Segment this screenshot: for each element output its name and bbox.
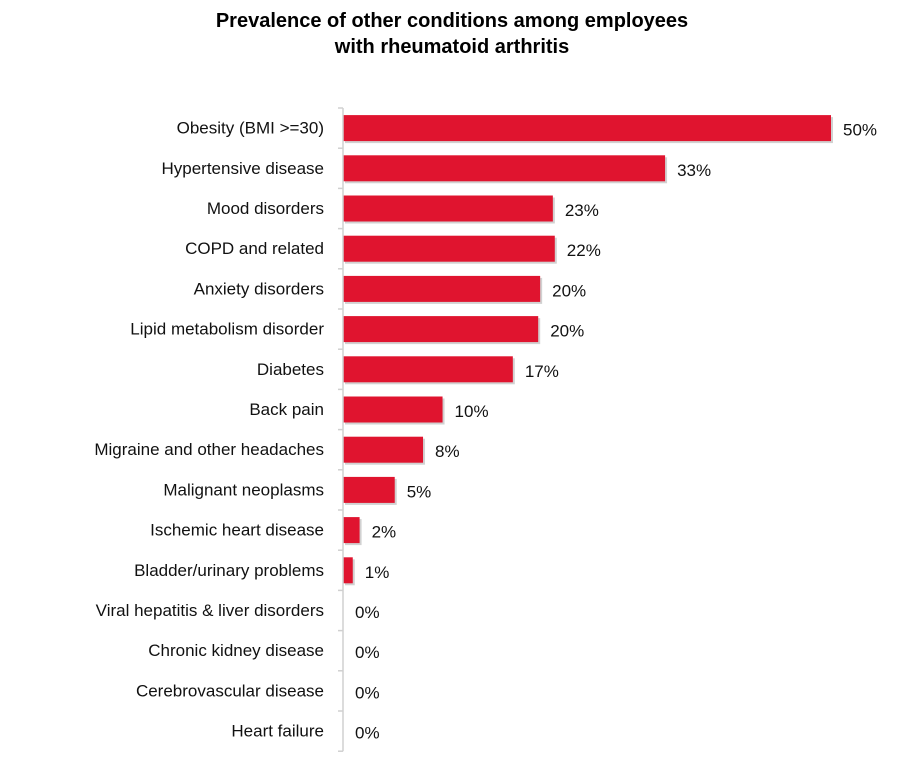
value-label-cerebrovascular-disease: 0%: [355, 683, 380, 702]
category-label-ischemic-heart-disease: Ischemic heart disease: [150, 521, 324, 540]
category-label-viral-hepatitis-liver-disorders: Viral hepatitis & liver disorders: [96, 601, 324, 620]
category-label-cerebrovascular-disease: Cerebrovascular disease: [136, 681, 324, 700]
category-label-anxiety-disorders: Anxiety disorders: [194, 279, 324, 298]
bar-obesity-bmi-30: [343, 115, 831, 142]
value-label-chronic-kidney-disease: 0%: [355, 643, 380, 662]
bar-copd-and-related: [343, 235, 555, 262]
category-label-hypertensive-disease: Hypertensive disease: [161, 159, 324, 178]
value-label-diabetes: 17%: [525, 362, 559, 381]
category-label-mood-disorders: Mood disorders: [207, 199, 324, 218]
chart-title-line-1: Prevalence of other conditions among emp…: [215, 10, 689, 32]
bar-bladder-urinary-problems: [343, 557, 353, 584]
bar-mood-disorders: [343, 195, 553, 222]
bar-migraine-and-other-headaches: [343, 436, 424, 463]
bar-malignant-neoplasms: [343, 476, 395, 503]
value-label-migraine-and-other-headaches: 8%: [435, 442, 460, 461]
bar-back-pain: [343, 396, 443, 423]
category-label-heart-failure: Heart failure: [231, 722, 324, 741]
category-label-migraine-and-other-headaches: Migraine and other headaches: [94, 440, 324, 459]
value-labels: 50% 33% 23% 22% 20% 20% 17% 10% 8% 5% 2% 1% 0% 0% 0% 0%: [355, 121, 877, 743]
bar-hypertensive-disease: [343, 155, 666, 182]
category-label-bladder-urinary-problems: Bladder/urinary problems: [134, 561, 324, 580]
value-label-back-pain: 10%: [455, 402, 489, 421]
chart-title-line-2: with rheumatoid arthritis: [334, 36, 570, 58]
category-labels: Obesity (BMI >=30) Hypertensive disease Mo…: [94, 119, 324, 741]
category-label-diabetes: Diabetes: [257, 360, 324, 379]
category-label-malignant-neoplasms: Malignant neoplasms: [163, 480, 324, 499]
category-label-chronic-kidney-disease: Chronic kidney disease: [148, 641, 324, 660]
value-label-bladder-urinary-problems: 1%: [365, 563, 390, 582]
bar-anxiety-disorders: [343, 275, 541, 302]
category-label-copd-and-related: COPD and related: [185, 239, 324, 258]
value-label-copd-and-related: 22%: [567, 241, 601, 260]
category-label-lipid-metabolism-disorder: Lipid metabolism disorder: [130, 320, 324, 339]
value-label-anxiety-disorders: 20%: [552, 281, 586, 300]
value-label-malignant-neoplasms: 5%: [407, 482, 432, 501]
chart-title: Prevalence of other conditions among emp…: [0, 8, 904, 60]
bar-diabetes: [343, 356, 513, 383]
category-axis-ticks: [338, 107, 343, 752]
value-label-obesity-bmi-30: 50%: [843, 121, 877, 140]
category-label-obesity-bmi-30: Obesity (BMI >=30): [177, 119, 324, 138]
value-label-lipid-metabolism-disorder: 20%: [550, 322, 584, 341]
value-label-hypertensive-disease: 33%: [677, 161, 711, 180]
bar-lipid-metabolism-disorder: [343, 316, 539, 343]
bars-group: [343, 115, 833, 586]
value-label-heart-failure: 0%: [355, 724, 380, 743]
value-label-ischemic-heart-disease: 2%: [372, 523, 397, 542]
value-label-mood-disorders: 23%: [565, 201, 599, 220]
value-label-viral-hepatitis-liver-disorders: 0%: [355, 603, 380, 622]
bar-ischemic-heart-disease: [343, 517, 360, 544]
category-label-back-pain: Back pain: [249, 400, 324, 419]
